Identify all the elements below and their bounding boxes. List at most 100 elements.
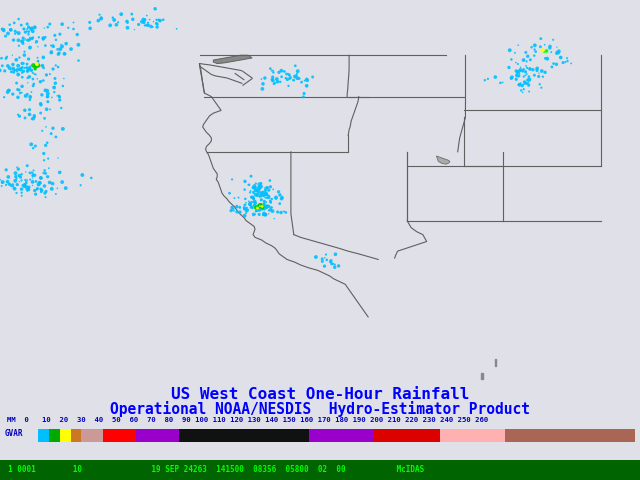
Point [10, 27, 20, 35]
Point [246, 172, 256, 180]
Point [266, 204, 276, 211]
Point [504, 64, 514, 72]
Text: US West Coast One-Hour Rainfall: US West Coast One-Hour Rainfall [171, 387, 469, 402]
Point [536, 35, 546, 42]
Point [0, 67, 5, 74]
Polygon shape [495, 359, 497, 366]
Point [515, 80, 525, 87]
Point [261, 190, 271, 198]
Point [26, 62, 36, 70]
Point [8, 90, 18, 98]
Point [108, 14, 118, 22]
Point [249, 184, 259, 192]
Point [122, 24, 132, 32]
Point [96, 14, 106, 22]
Point [19, 60, 29, 67]
Point [14, 178, 24, 185]
Point [298, 93, 308, 101]
Point [291, 72, 301, 79]
Point [271, 75, 282, 83]
Point [66, 45, 76, 53]
Point [58, 82, 68, 90]
Point [25, 44, 35, 51]
Point [122, 18, 132, 25]
Point [252, 192, 262, 200]
Point [0, 67, 10, 75]
Point [250, 184, 260, 192]
Point [259, 201, 269, 208]
Point [260, 211, 271, 218]
Point [518, 88, 528, 96]
Point [24, 24, 34, 31]
Point [49, 43, 59, 51]
Point [242, 207, 252, 215]
Point [28, 115, 38, 122]
Point [248, 193, 259, 201]
Point [38, 34, 49, 42]
Point [46, 130, 56, 137]
Point [43, 155, 53, 162]
Point [517, 82, 527, 89]
Point [22, 64, 32, 72]
Point [30, 62, 40, 70]
Point [243, 206, 253, 214]
Point [39, 156, 49, 164]
Point [0, 179, 7, 187]
Point [524, 82, 534, 89]
Point [35, 179, 45, 187]
Point [8, 68, 19, 76]
Point [29, 113, 40, 121]
Point [13, 71, 24, 78]
Point [497, 79, 508, 86]
Point [3, 178, 13, 186]
Point [19, 182, 29, 190]
Point [37, 62, 47, 70]
Point [282, 70, 292, 78]
Point [264, 194, 274, 202]
Point [23, 66, 33, 74]
Point [29, 80, 39, 88]
Point [553, 49, 563, 57]
Point [20, 181, 30, 189]
Point [148, 23, 158, 31]
Point [17, 69, 28, 76]
Point [22, 68, 33, 75]
Point [15, 66, 25, 73]
Point [523, 76, 533, 84]
Point [116, 11, 126, 18]
Point [269, 215, 279, 222]
Point [32, 60, 42, 68]
Point [54, 93, 64, 100]
Point [534, 72, 544, 80]
Point [111, 21, 122, 29]
Point [172, 25, 182, 33]
Point [1, 181, 11, 189]
Point [0, 25, 9, 33]
Point [529, 72, 540, 79]
Point [27, 66, 37, 74]
Point [74, 57, 84, 64]
Point [266, 205, 276, 213]
Point [38, 36, 49, 43]
Point [527, 43, 537, 51]
Bar [505, 429, 635, 442]
Point [259, 192, 269, 200]
Point [520, 78, 530, 86]
Point [49, 88, 60, 96]
Point [25, 93, 35, 101]
Point [256, 75, 266, 83]
Point [252, 192, 262, 199]
Point [522, 64, 532, 72]
Point [137, 18, 147, 25]
Point [521, 62, 531, 70]
Point [36, 185, 46, 193]
Point [36, 188, 46, 195]
Point [301, 82, 312, 90]
Point [254, 188, 264, 195]
Point [504, 47, 515, 54]
Point [35, 78, 45, 85]
Point [284, 71, 294, 79]
Point [57, 178, 67, 186]
Point [54, 92, 64, 99]
Point [12, 86, 22, 94]
